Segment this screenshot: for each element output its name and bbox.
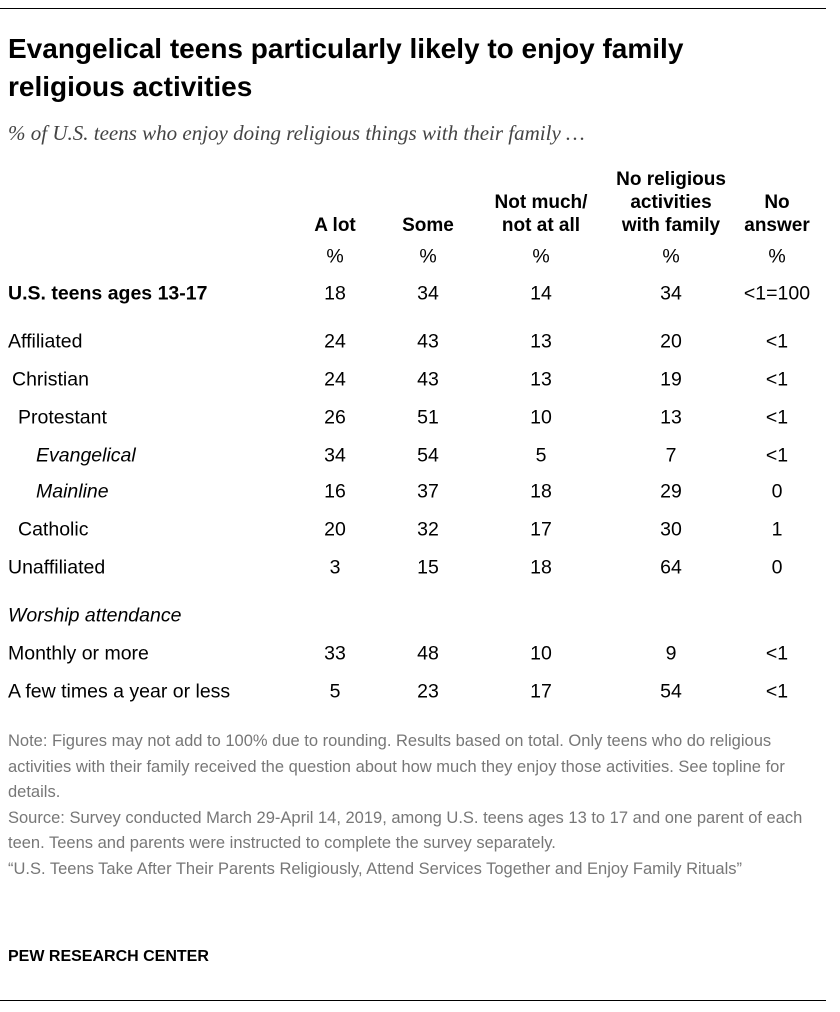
notes: Note: Figures may not add to 100% due to…: [8, 729, 823, 883]
title: Evangelical teens particularly likely to…: [8, 33, 684, 102]
cell: 64: [660, 556, 682, 579]
cell: 13: [660, 406, 682, 429]
row-label: U.S. teens ages 13-17: [8, 282, 208, 305]
note: Note: Figures may not add to 100% due to…: [8, 732, 785, 802]
cell: 13: [530, 330, 552, 353]
column-header-line: No religious: [616, 169, 726, 190]
cell: 20: [660, 330, 682, 353]
column-header-line: Not much/: [494, 192, 588, 213]
cell: 7: [665, 444, 677, 467]
unit-label: %: [662, 245, 680, 268]
cell: <1=100: [743, 282, 811, 305]
cell: 0: [771, 480, 783, 503]
cell: 23: [417, 680, 439, 703]
cell: 24: [324, 330, 346, 353]
cell: 34: [660, 282, 682, 305]
cell: <1: [765, 330, 789, 353]
cell: 17: [530, 518, 552, 541]
cell: 18: [324, 282, 346, 305]
column-header: Not much/not at all: [495, 191, 588, 237]
cell: 34: [417, 282, 439, 305]
column-header: A lot: [314, 214, 356, 237]
row-label: Affiliated: [8, 330, 83, 353]
cell: <1: [765, 680, 789, 703]
row-label: Evangelical: [36, 444, 136, 467]
unit-label: %: [326, 245, 344, 268]
cell: 18: [530, 556, 552, 579]
cell: 54: [660, 680, 682, 703]
row-label: Unaffiliated: [8, 556, 106, 579]
cell: 16: [324, 480, 346, 503]
cell: 48: [417, 642, 439, 665]
cell: 3: [329, 556, 341, 579]
row-label: A few times a year or less: [8, 680, 231, 703]
subtitle: % of U.S. teens who enjoy doing religiou…: [8, 121, 585, 145]
cell: 18: [530, 480, 552, 503]
cell: 54: [417, 444, 439, 467]
cell: <1: [765, 444, 789, 467]
cell: 43: [417, 368, 439, 391]
column-header-line: with family: [621, 215, 721, 236]
cell: <1: [765, 368, 789, 391]
row-label: Worship attendance: [8, 604, 182, 627]
cell: 51: [417, 406, 439, 429]
cell: 19: [660, 368, 682, 391]
unit-label: %: [419, 245, 437, 268]
row-label: Mainline: [36, 480, 109, 503]
note: Source: Survey conducted March 29-April …: [8, 808, 803, 853]
row-label: Christian: [12, 368, 89, 391]
cell: 5: [535, 444, 547, 467]
cell: 34: [324, 444, 346, 467]
top-rule: [0, 8, 826, 9]
row-label: Monthly or more: [8, 642, 149, 665]
cell: 9: [665, 642, 677, 665]
unit-label: %: [768, 245, 786, 268]
cell: 26: [324, 406, 346, 429]
row-label: Protestant: [18, 406, 107, 429]
cell: 32: [417, 518, 439, 541]
cell: 15: [417, 556, 439, 579]
row-label: Catholic: [18, 518, 89, 541]
column-header-line: No: [764, 192, 790, 213]
cell: 43: [417, 330, 439, 353]
column-header-line: A lot: [314, 215, 356, 236]
cell: 10: [530, 642, 552, 665]
column-header: Some: [402, 214, 454, 237]
column-header-line: activities: [630, 192, 712, 213]
cell: 1: [771, 518, 783, 541]
footer: PEW RESEARCH CENTER: [8, 948, 209, 965]
column-header-line: answer: [744, 215, 810, 236]
cell: 10: [530, 406, 552, 429]
cell: 0: [771, 556, 783, 579]
cell: 30: [660, 518, 682, 541]
cell: 20: [324, 518, 346, 541]
cell: 17: [530, 680, 552, 703]
cell: 14: [530, 282, 552, 305]
bottom-rule: [0, 1000, 826, 1001]
column-header: No religious activities with family: [616, 168, 726, 237]
cell: 24: [324, 368, 346, 391]
cell: 5: [329, 680, 341, 703]
cell: 29: [660, 480, 682, 503]
cell: 33: [324, 642, 346, 665]
column-header-line: Some: [402, 215, 454, 236]
cell: 37: [417, 480, 439, 503]
column-header-line: not at all: [501, 215, 581, 236]
unit-label: %: [532, 245, 550, 268]
column-headers: A lot Some Not much/not at all No religious…: [0, 0, 840, 237]
cell: 13: [530, 368, 552, 391]
cell: <1: [765, 642, 789, 665]
cell: <1: [765, 406, 789, 429]
column-header: No answer: [744, 191, 809, 237]
note: “U.S. Teens Take After Their Parents Rel…: [8, 859, 742, 878]
